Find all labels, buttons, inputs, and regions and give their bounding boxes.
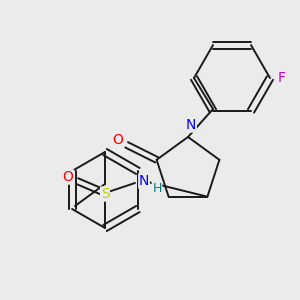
Text: N: N xyxy=(139,174,149,188)
Text: O: O xyxy=(112,133,123,147)
Text: S: S xyxy=(100,187,109,201)
Text: O: O xyxy=(63,170,74,184)
Text: H: H xyxy=(152,182,162,194)
Text: N: N xyxy=(186,118,196,132)
Text: F: F xyxy=(278,71,286,85)
